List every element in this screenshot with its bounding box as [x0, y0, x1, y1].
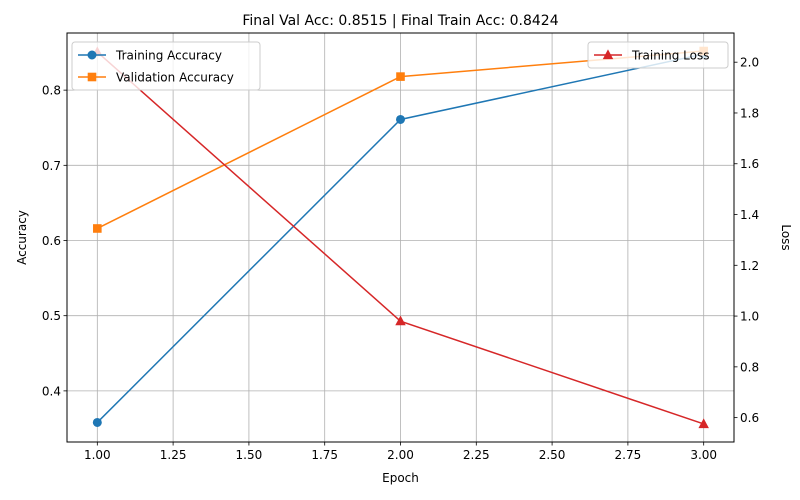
training-loss-point: [395, 315, 406, 326]
legend-label: Training Loss: [631, 49, 709, 63]
series-layer: [92, 46, 709, 429]
legend-box: [587, 41, 729, 69]
x-tick-label: 1.00: [84, 448, 111, 462]
left-y-tick-label: 0.8: [42, 84, 61, 98]
right-y-axis-label: Loss: [779, 224, 793, 250]
left-y-tick-label: 0.7: [42, 159, 61, 173]
x-tick-label: 2.75: [615, 448, 642, 462]
right-y-tick-label: 1.8: [740, 106, 759, 120]
right-y-tick-label: 1.2: [740, 259, 759, 273]
left-y-tick-label: 0.5: [42, 309, 61, 323]
right-y-axis-ticks: 0.6 0.8 1.0 1.2 1.4 1.6 1.8 2.0: [734, 56, 759, 425]
validation-accuracy-point: [396, 72, 405, 81]
training-accuracy-point: [92, 417, 102, 427]
legend-upper-left: Training Accuracy Validation Accuracy: [71, 41, 261, 91]
left-y-axis-label: Accuracy: [15, 210, 29, 265]
x-tick-label: 2.50: [539, 448, 566, 462]
legend-entry-training-accuracy: Training Accuracy: [78, 49, 222, 63]
right-y-tick-label: 1.4: [740, 208, 759, 222]
validation-accuracy-point: [93, 224, 102, 233]
legend-upper-right: Training Loss: [587, 41, 729, 69]
left-y-tick-label: 0.6: [42, 234, 61, 248]
legend-label: Training Accuracy: [115, 49, 222, 63]
right-y-tick-label: 1.0: [740, 310, 759, 324]
x-tick-label: 2.00: [387, 448, 414, 462]
left-y-tick-label: 0.4: [42, 384, 61, 398]
right-y-tick-label: 2.0: [740, 56, 759, 70]
x-tick-label: 3.00: [690, 448, 717, 462]
right-y-tick-label: 0.6: [740, 411, 759, 425]
legend-entry-training-loss: Training Loss: [594, 49, 709, 63]
legend-swatch-marker: [87, 72, 97, 82]
x-tick-label: 1.50: [236, 448, 263, 462]
legend-label: Validation Accuracy: [116, 71, 234, 85]
right-y-tick-label: 1.6: [740, 157, 759, 171]
x-axis-ticks: 1.00 1.25 1.50 1.75 2.00 2.25 2.50 2.75 3.00: [84, 442, 717, 462]
chart-title: Final Val Acc: 0.8515 | Final Train Acc:…: [242, 13, 558, 29]
legend-entry-validation-accuracy: Validation Accuracy: [78, 71, 234, 85]
right-y-tick-label: 0.8: [740, 360, 759, 374]
x-tick-label: 1.75: [311, 448, 338, 462]
x-tick-label: 1.25: [160, 448, 187, 462]
legend-swatch-marker: [87, 50, 97, 60]
training-loss-point: [698, 418, 709, 429]
x-axis-label: Epoch: [382, 471, 419, 485]
x-tick-label: 2.25: [463, 448, 490, 462]
left-y-axis-ticks: 0.4 0.5 0.6 0.7 0.8: [42, 84, 67, 398]
training-accuracy-point: [396, 114, 405, 124]
legend-box: [71, 41, 261, 91]
legend-swatch-marker: [602, 49, 614, 60]
